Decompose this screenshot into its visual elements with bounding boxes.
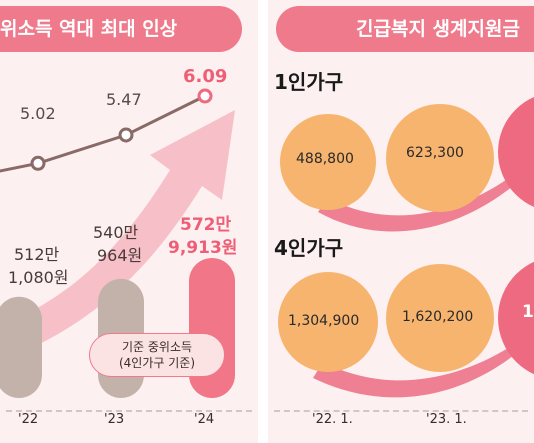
bubble-value-label: 1,304,900 [288,313,360,329]
panel-divider [258,0,268,443]
line-point [30,155,46,171]
group-label-4: 4인가구 [274,236,344,260]
bar-value-label: 964원 [97,246,143,265]
x-tick-label: '22. 1. [312,412,353,427]
legend-sublabel: (4인가구 기준) [118,356,195,370]
line-point [118,127,134,143]
emergency-welfare-panel: 긴급복지 생계지원금 1인가구 4인가구 488,800 623,300 1,3… [268,0,534,443]
bubble [498,261,534,375]
left-banner-title: 위소득 역대 최대 인상 [0,6,242,52]
x-tick-label: '22 [18,412,39,427]
x-tick-label: '24 [194,412,215,427]
bubble-value-label: 488,800 [296,151,354,167]
bubble-partial-label: 1 [522,302,534,322]
bubble [498,97,534,207]
line-value-label: 6.09 [183,66,228,87]
bubble-arrow [313,323,534,398]
series-line [0,94,206,173]
median-income-panel: 위소득 역대 최대 인상 5.02 5.47 6.09 512만 1,080원 … [0,0,258,443]
bar-value-label: 1,080원 [8,268,69,287]
legend-box: 기준 중위소득 (4인가구 기준) [89,333,225,377]
bar-value-label: 512만 [14,245,60,264]
bar [0,296,42,398]
trend-arrow [0,110,235,362]
bubble-value-label: 623,300 [406,145,464,161]
x-tick-label: '23. 1. [426,412,467,427]
bubble [280,114,376,210]
axis-divider [274,410,528,412]
legend-label: 기준 중위소득 [121,340,193,354]
bubble [278,272,378,372]
x-tick-label: '23 [104,412,125,427]
line-value-label: 5.02 [20,104,56,123]
axis-divider [6,410,252,412]
emergency-welfare-chart [278,97,534,398]
bar [189,258,235,398]
right-banner-title: 긴급복지 생계지원금 [276,6,534,52]
line-value-label: 5.47 [106,90,142,109]
group-label-1: 1인가구 [274,70,344,94]
bubble-value-label: 1,620,200 [402,309,474,325]
line-point [197,88,213,104]
bubble [386,104,494,212]
bar-value-label: 572만 [180,215,232,235]
bubble [386,264,494,372]
bar-value-label: 540만 [93,223,139,242]
bar-value-label: 9,913원 [168,238,238,258]
